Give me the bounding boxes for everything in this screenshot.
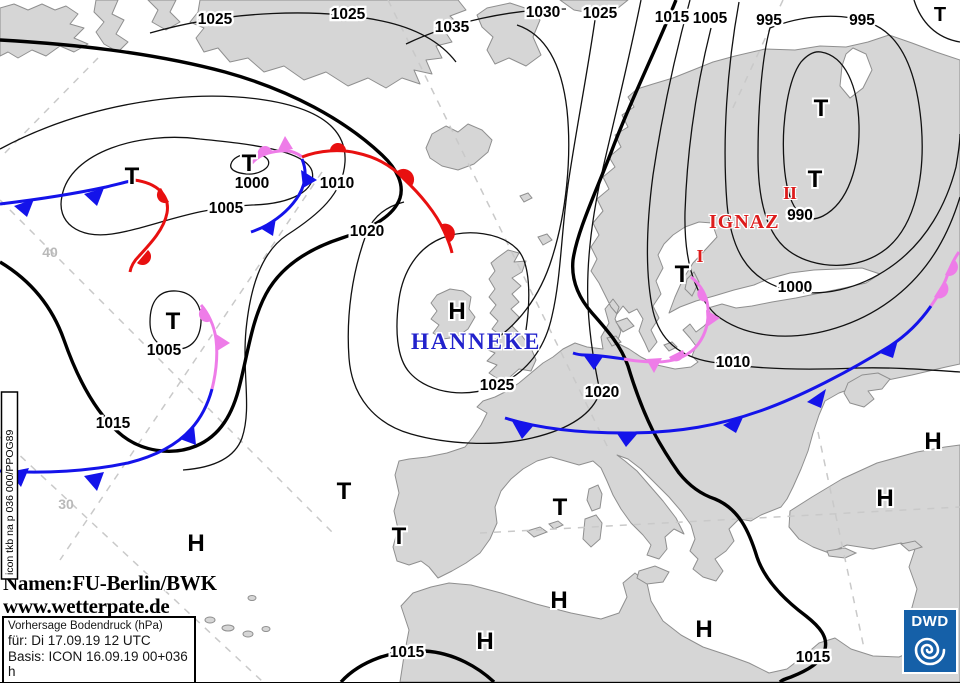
low-center-marker: T [553,494,568,521]
island-corsica [587,485,602,511]
isobar-label: 1035 [435,19,470,36]
high-center-marker: H [876,485,893,512]
isobar-label: 1000 [235,175,269,192]
isobar-label: 1025 [480,377,515,394]
info-box-title: Vorhersage Bodendruck (hPa) [8,620,194,633]
isobar-label: 1005 [209,200,244,217]
occluded-front-spike [216,334,230,351]
cold-front-atlantic [0,180,134,204]
island-canary-2 [222,625,234,631]
land-greenland-strip [94,0,128,52]
dwd-logo: DWD [902,608,958,674]
isobar-label: 1005 [693,10,728,27]
low-center-marker: T [808,166,823,193]
cold-front-spike [84,472,104,491]
high-center-marker: H [187,530,204,557]
isobar-label: 990 [787,207,813,224]
island-canary-1 [205,617,215,623]
island-sardinia [583,515,602,547]
cyclone-name-ignaz: IGNAZ [709,211,780,233]
island-menorca [549,521,563,529]
cold-front-spike [260,218,276,236]
occluded-front-spike [277,136,293,152]
isobar-label: 1010 [320,175,354,192]
land-iceland [426,124,492,170]
island-shetland [538,234,552,245]
isobar-label: 995 [849,12,875,29]
isobar-label: 1015 [96,415,131,432]
low-center-marker: T [125,163,140,190]
low-center-marker: T [242,150,257,177]
island-faroe [520,193,532,202]
credit-website: www.wetterpate.de [3,594,169,618]
isobar-label: 1000 [778,279,812,296]
isobar-label: 1015 [796,649,831,666]
island-mallorca [527,527,547,537]
high-center-marker: H [448,298,465,325]
warm-front-scallop [157,188,169,203]
island-canary-3 [243,631,253,637]
forecast-info-box: Vorhersage Bodendruck (hPa) für: Di 17.0… [2,616,196,683]
low-center-marker: T [814,95,829,122]
info-box-model-basis: Basis: ICON 16.09.19 00+036 h [8,649,194,680]
isobar-label: 1020 [585,384,619,401]
isobar-label: 995 [756,12,782,29]
credit-names: Namen:FU-Berlin/BWK [3,571,218,595]
low-center-marker: T [337,478,352,505]
side-code-strip: icon tkb na p 036 000/PPOG89 [2,392,18,579]
isobar-label: 1030 [526,4,560,21]
graticule-line [60,172,322,560]
isobar-label: 1015 [390,644,425,661]
isobar-label: 1025 [583,5,618,22]
ignaz-center-2-numeral: II [783,183,797,203]
info-box-valid-time: für: Di 17.09.19 12 UTC [8,633,194,649]
isobar-label: 1010 [716,354,750,371]
island-madeira [248,596,256,601]
high-center-marker: H [924,428,941,455]
side-code-text: icon tkb na p 036 000/PPOG89 [4,429,16,575]
cold-front-nw [251,159,305,232]
info-box-copyright: © Deutscher Wetterdienst [8,680,194,683]
cold-front-spike [301,170,317,188]
isobar-label: 1015 [655,9,690,26]
credit-lines: Namen:FU-Berlin/BWK www.wetterpate.de [3,571,218,618]
land-greenland-fragment [148,0,180,30]
island-canary-4 [262,627,270,632]
isobar-label: 1025 [198,11,233,28]
high-center-marker: H [550,587,567,614]
isobar-label: 1025 [331,6,366,23]
low-center-marker: T [675,261,690,288]
occluded-front-scallop [669,350,684,361]
isobar-1015-bold-west [0,40,401,451]
low-center-marker: T [166,308,181,335]
island-sicily [637,566,669,584]
land-greenland-west [0,4,88,58]
high-center-marker: H [695,616,712,643]
cyclone-name-hanneke: HANNEKE [411,329,541,354]
isobar-label: 1020 [350,223,384,240]
high-center-marker: H [476,628,493,655]
graticule-line [0,58,98,158]
ignaz-center-1-numeral: I [696,246,703,266]
low-center-marker: T [934,4,946,26]
dwd-spiral-icon [902,608,958,674]
longitude-label: 30 [58,496,74,512]
isobar-label: 1005 [147,342,182,359]
longitude-label: 40 [42,244,58,260]
low-center-marker: T [392,523,407,550]
